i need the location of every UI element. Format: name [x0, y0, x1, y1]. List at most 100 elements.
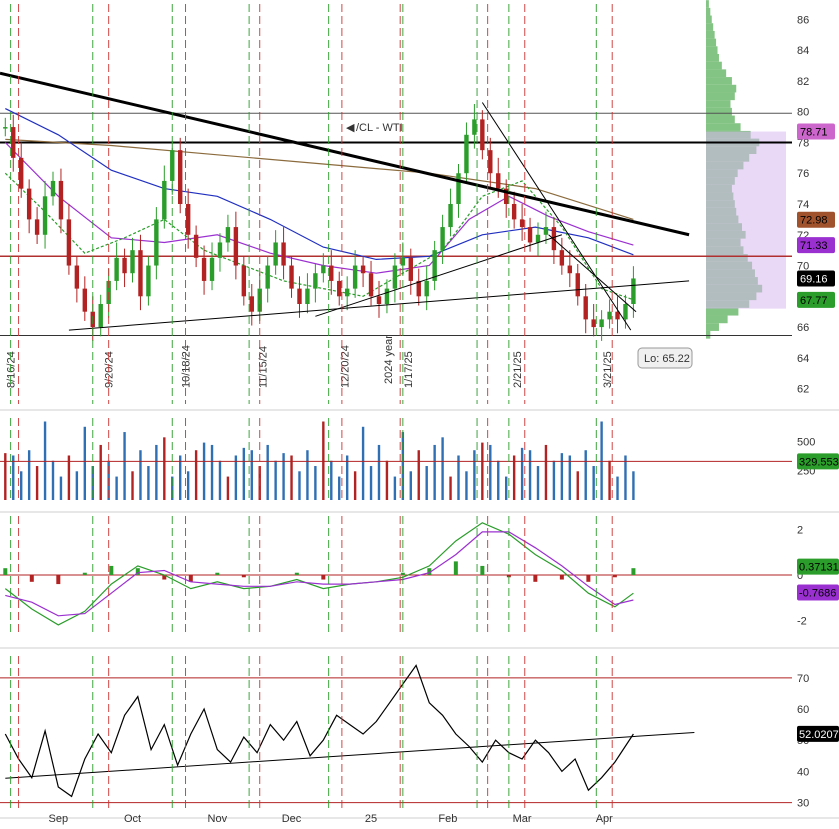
volume-bar	[568, 455, 572, 500]
volume-bar	[242, 447, 246, 500]
volume-bar	[489, 444, 492, 500]
volume-bar	[218, 460, 222, 500]
volume-bar	[600, 421, 603, 500]
volume-bar	[512, 455, 516, 500]
volume-profile-bar	[706, 100, 731, 108]
candle-body	[42, 196, 48, 235]
volume-current-badge-text: 329.553	[799, 456, 839, 468]
chart-overlays: ◀ /CL - WTI Lo: 65.22	[346, 122, 693, 369]
volume-bar	[425, 466, 428, 500]
price-level-badge-text: 71.33	[800, 240, 828, 252]
low-annotation-text: Lo: 65.22	[644, 353, 690, 365]
price-level-badge-bg	[797, 270, 835, 287]
volume-bar	[409, 471, 412, 500]
price-level-badge-text: 72.98	[800, 215, 828, 227]
price-level-badge: 72.98	[797, 211, 835, 228]
candle-body	[3, 127, 8, 129]
candle-body	[408, 257, 413, 281]
volume-bar	[592, 466, 595, 500]
price-level-badge-bg	[797, 123, 835, 140]
candle-body	[265, 265, 270, 289]
candle-body	[440, 227, 445, 251]
volume-bar	[433, 444, 436, 500]
volume-bar	[115, 476, 118, 500]
volume-bar	[314, 466, 317, 500]
price-tick-label: 64	[797, 353, 809, 365]
candle-body	[58, 180, 64, 220]
volume-profile-bar	[706, 46, 718, 54]
candle-body	[98, 304, 103, 328]
candle-body	[74, 265, 80, 289]
candle-body	[19, 157, 24, 189]
rsi-tick-label: 70	[797, 673, 809, 685]
volume-profile-bar	[706, 330, 711, 339]
volume-bar	[528, 450, 532, 500]
candle-body	[575, 273, 580, 297]
candle-body	[233, 227, 239, 266]
price-level-badge: 78.71	[797, 123, 835, 140]
candle-body	[607, 311, 612, 320]
candle-body	[66, 219, 72, 266]
volume-bar	[171, 476, 174, 500]
candle-body	[535, 234, 541, 243]
volume-bar	[584, 450, 587, 500]
volume-bar	[179, 455, 182, 500]
date-marker-label: 10/18/24	[181, 345, 193, 388]
candle-body	[281, 242, 286, 266]
moving-average-sma100	[5, 108, 634, 261]
volume-bar	[290, 455, 293, 500]
x-axis-month-label: Mar	[513, 813, 532, 825]
volume-bar	[505, 476, 508, 500]
candle-body	[225, 227, 231, 243]
volume-bar	[139, 450, 142, 500]
macd-value-badge-bg	[797, 558, 839, 575]
volume-bar	[441, 437, 444, 500]
macd-histogram-bar	[533, 575, 538, 582]
candle-body	[384, 288, 390, 304]
volume-bar	[393, 476, 397, 500]
date-marker-label: 11/15/24	[257, 346, 269, 388]
volume-bar	[298, 471, 301, 500]
volume-profile-bar	[706, 23, 714, 31]
macd-histogram-bar	[612, 575, 617, 578]
volume-bar	[202, 442, 206, 500]
candle-body	[337, 280, 342, 297]
volume-bar	[250, 450, 253, 500]
candle-body	[599, 319, 604, 328]
macd-histogram-bar	[82, 572, 87, 575]
volume-bar	[266, 444, 269, 500]
volume-bar	[560, 453, 564, 500]
candle-body	[257, 288, 262, 312]
volume-bar	[520, 447, 524, 500]
candle-body	[185, 204, 191, 235]
candle-body	[448, 204, 453, 228]
price-level-badge: 71.33	[797, 237, 835, 254]
volume-profile-bar	[706, 323, 719, 331]
candle-body	[249, 296, 254, 312]
candle-body	[551, 227, 557, 251]
price-tick-label: 84	[797, 45, 809, 57]
candle-body	[527, 227, 533, 243]
candle-body	[154, 219, 159, 266]
volume-profile-bar	[706, 61, 722, 70]
x-axis-month-label: Oct	[124, 813, 141, 825]
volume-bar	[155, 444, 158, 500]
volume-tick-label: 500	[797, 436, 815, 448]
volume-bar	[163, 437, 166, 500]
volume-bar	[131, 471, 134, 500]
price-tick-label: 86	[797, 14, 809, 26]
volume-current-badge: 329.553	[797, 453, 839, 470]
price-level-badge-text: 78.71	[800, 127, 828, 139]
volume-bar	[83, 426, 87, 500]
volume-bar	[306, 450, 309, 500]
volume-profile-bar	[706, 107, 732, 116]
volume-bar	[210, 444, 214, 500]
volume-profile-bar	[706, 0, 709, 8]
candle-body	[114, 257, 119, 281]
volume-bar	[27, 450, 31, 500]
volume-bar	[274, 460, 277, 500]
title-arrow-icon: ◀	[346, 122, 355, 134]
date-marker-label: 9/20/24	[104, 351, 116, 388]
candle-body	[321, 265, 326, 274]
rsi-panel: 304050607052.0207	[0, 664, 839, 810]
